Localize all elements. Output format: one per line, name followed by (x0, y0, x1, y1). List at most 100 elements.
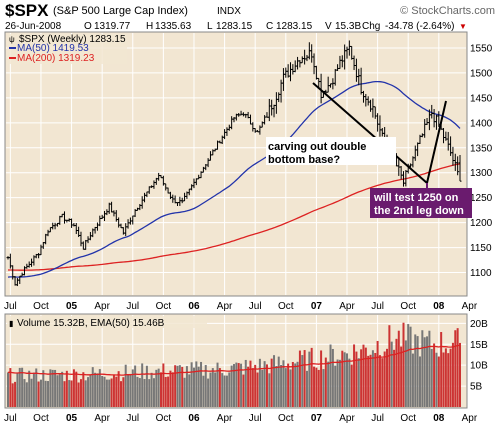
price-y-tick-label: 1450 (470, 93, 493, 104)
volume-bar (202, 375, 205, 407)
volume-bar (101, 375, 104, 407)
volume-bar (329, 344, 332, 407)
volume-bar (94, 372, 97, 407)
volume-bar (183, 377, 186, 407)
volume-bar (21, 367, 24, 407)
volume-bar (197, 366, 200, 407)
volume-bar (25, 382, 28, 407)
volume-bar (411, 353, 414, 407)
volume-bar (49, 369, 52, 407)
volume-bar (454, 330, 457, 407)
close-label: C (266, 21, 273, 32)
volume-x-tick-label: Apr (339, 413, 355, 424)
volume-bar (393, 349, 396, 407)
volume-bar (256, 372, 259, 407)
annotation-box-1 (266, 137, 396, 165)
volume-x-tick-label: 05 (66, 413, 78, 424)
volume-bar (364, 347, 367, 407)
volume-bar (44, 380, 47, 407)
change-label: Chg (362, 21, 380, 32)
volume-bar (176, 365, 179, 407)
volume-bar (265, 364, 268, 407)
volume-value: 15.3B (335, 21, 361, 32)
trendline-down (312, 82, 428, 184)
price-panel (4, 31, 468, 297)
volume-x-tick-label: Apr (94, 413, 110, 424)
volume-bar (282, 360, 285, 407)
volume-y-tick-label: 15B (470, 340, 488, 351)
volume-bar (122, 377, 125, 407)
price-bars (6, 40, 462, 287)
volume-bar (315, 367, 318, 407)
volume-label: V (325, 21, 332, 32)
volume-bar (404, 340, 407, 407)
volume-bar (388, 325, 391, 407)
volume-bar (414, 334, 417, 407)
volume-bar (155, 369, 158, 407)
price-x-tick-label: Jul (126, 301, 139, 312)
volume-bar (400, 346, 403, 407)
price-y-tick-label: 1350 (470, 143, 493, 154)
price-x-tick-label: Oct (156, 301, 172, 312)
volume-bar (124, 364, 127, 407)
volume-bar (440, 332, 443, 407)
volume-bar (207, 378, 210, 407)
price-grid (6, 33, 470, 295)
volume-bar (181, 366, 184, 407)
low-value: 1283.15 (216, 21, 253, 32)
volume-bar (63, 381, 66, 407)
volume-bar (381, 358, 384, 407)
price-legend-box (7, 34, 127, 64)
volume-bar (237, 363, 240, 407)
volume-bar (117, 371, 120, 407)
low-label: L (207, 21, 213, 32)
volume-bar (395, 338, 398, 407)
annotation-box-2 (370, 188, 472, 218)
price-y-tick-label: 1500 (470, 68, 493, 79)
volume-bar (435, 352, 438, 407)
volume-bar (374, 353, 377, 407)
volume-bar (54, 369, 57, 407)
ma50-line (7, 80, 461, 278)
volume-bar (242, 374, 245, 407)
price-x-axis: Jul Oct 05 Apr Jul Oct 06 Apr Jul Oct 07 Apr Jul Oct 0… (4, 301, 478, 312)
ma200-legend: MA(200) 1319.23 (17, 53, 95, 64)
price-x-tick-label: 08 (433, 301, 445, 312)
volume-bar (30, 378, 33, 407)
volume-bar (96, 373, 99, 407)
price-y-tick-label: 1400 (470, 118, 493, 129)
volume-x-tick-label: Oct (156, 413, 172, 424)
volume-bar (72, 369, 75, 407)
volume-bar (70, 380, 73, 407)
volume-bar (426, 336, 429, 407)
volume-x-tick-label: Oct (278, 413, 294, 424)
volume-bar (459, 342, 461, 407)
volume-bar (14, 381, 17, 407)
ohlc-bar (456, 156, 460, 176)
volume-bar (240, 363, 243, 407)
volume-bar (162, 363, 165, 407)
volume-bar (298, 350, 301, 407)
volume-bar (136, 376, 139, 407)
volume-bar (91, 367, 94, 407)
volume-bar (51, 369, 54, 407)
volume-bar (150, 372, 153, 407)
volume-bar (216, 362, 219, 407)
trendline-up (426, 100, 447, 184)
volume-bar (407, 324, 410, 407)
open-label: O (84, 21, 92, 32)
volume-bar (346, 353, 348, 407)
volume-bar (115, 376, 118, 407)
volume-legend: Volume 15.32B, EMA(50) 15.46B (17, 318, 165, 329)
volume-bar (251, 368, 254, 407)
volume-bar (120, 381, 122, 407)
volume-bar (371, 350, 374, 407)
volume-bar (324, 357, 327, 407)
price-x-tick-label: Apr (217, 301, 233, 312)
ohlc-bar (458, 154, 462, 182)
price-legend-icon: ψ (9, 35, 15, 44)
close-value: 1283.15 (276, 21, 313, 32)
volume-bar (18, 367, 21, 407)
volume-legend-icon: ▮ (9, 319, 13, 328)
